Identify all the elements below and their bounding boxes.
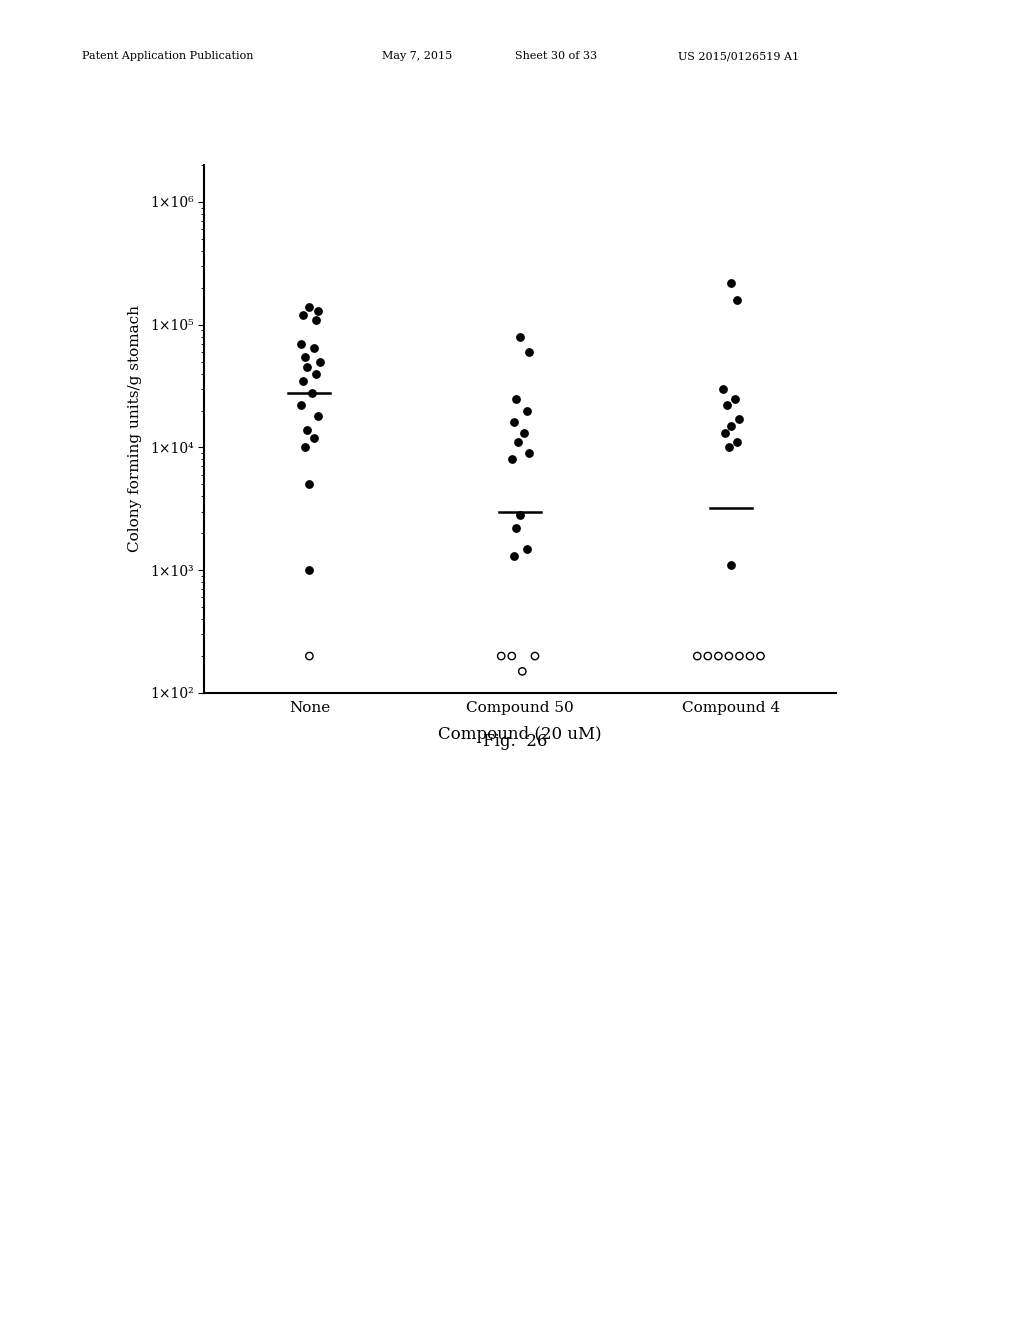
- Point: [294, 305, 311, 326]
- Point: [297, 437, 313, 458]
- Point: [729, 289, 745, 310]
- Point: [503, 645, 520, 667]
- Text: Sheet 30 of 33: Sheet 30 of 33: [515, 51, 597, 62]
- Point: [722, 554, 739, 576]
- Point: [520, 342, 536, 363]
- Point: [514, 661, 530, 682]
- Point: [516, 422, 532, 444]
- Point: [299, 356, 315, 378]
- X-axis label: Compound (20 uM): Compound (20 uM): [438, 726, 601, 743]
- Point: [305, 337, 321, 358]
- Point: [301, 296, 317, 317]
- Point: [297, 346, 313, 367]
- Point: [305, 428, 321, 449]
- Point: [308, 309, 324, 330]
- Point: [292, 395, 309, 416]
- Point: [312, 351, 328, 372]
- Point: [505, 545, 522, 566]
- Point: [507, 388, 524, 409]
- Point: [720, 437, 737, 458]
- Point: [303, 381, 319, 403]
- Point: [731, 645, 747, 667]
- Point: [301, 474, 317, 495]
- Point: [310, 300, 326, 321]
- Text: Fig.  26: Fig. 26: [482, 733, 547, 750]
- Point: [510, 432, 526, 453]
- Point: [720, 645, 737, 667]
- Point: [294, 370, 311, 391]
- Point: [308, 363, 324, 384]
- Point: [518, 400, 534, 421]
- Point: [512, 326, 528, 347]
- Point: [505, 412, 522, 433]
- Text: May 7, 2015: May 7, 2015: [382, 51, 452, 62]
- Y-axis label: Colony forming units/g stomach: Colony forming units/g stomach: [127, 305, 142, 553]
- Point: [709, 645, 726, 667]
- Point: [718, 395, 735, 416]
- Point: [729, 432, 745, 453]
- Point: [292, 333, 309, 354]
- Point: [492, 645, 508, 667]
- Point: [512, 504, 528, 525]
- Point: [518, 539, 534, 560]
- Point: [301, 645, 317, 667]
- Point: [727, 388, 743, 409]
- Point: [310, 405, 326, 426]
- Point: [520, 442, 536, 463]
- Point: [741, 645, 757, 667]
- Point: [722, 416, 739, 437]
- Point: [689, 645, 705, 667]
- Point: [301, 560, 317, 581]
- Text: US 2015/0126519 A1: US 2015/0126519 A1: [678, 51, 799, 62]
- Text: Patent Application Publication: Patent Application Publication: [82, 51, 253, 62]
- Point: [503, 449, 520, 470]
- Point: [715, 422, 732, 444]
- Point: [699, 645, 715, 667]
- Point: [299, 418, 315, 440]
- Point: [722, 272, 739, 293]
- Point: [526, 645, 542, 667]
- Point: [507, 517, 524, 539]
- Point: [731, 409, 747, 430]
- Point: [713, 379, 730, 400]
- Point: [752, 645, 768, 667]
